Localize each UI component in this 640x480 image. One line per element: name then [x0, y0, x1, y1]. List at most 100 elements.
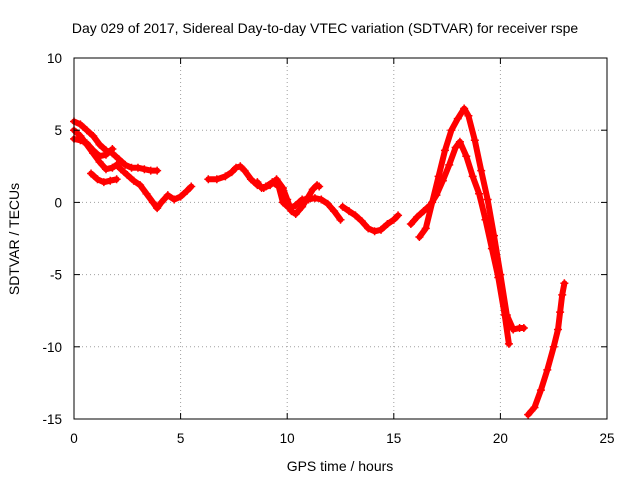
- y-tick-label: -5: [50, 268, 62, 283]
- data-point: [232, 163, 241, 172]
- data-point: [153, 204, 162, 213]
- data-point: [187, 182, 196, 191]
- data-point: [389, 215, 398, 224]
- data-point: [116, 165, 125, 174]
- x-tick-label: 0: [70, 431, 78, 446]
- x-tick-label: 20: [493, 431, 508, 446]
- data-point: [121, 160, 130, 169]
- data-point: [455, 137, 464, 146]
- data-point: [240, 166, 249, 175]
- data-point: [89, 131, 98, 140]
- plot-frame: [73, 57, 608, 420]
- data-point: [76, 120, 85, 129]
- y-tick-label: -15: [42, 412, 62, 427]
- data-point: [253, 178, 262, 187]
- data-point: [246, 175, 255, 184]
- data-point: [451, 143, 460, 152]
- data-point: [477, 166, 486, 175]
- data-point: [123, 170, 132, 179]
- data-point: [453, 114, 462, 123]
- data-point: [460, 104, 469, 113]
- data-point: [543, 365, 552, 374]
- data-point: [440, 146, 449, 155]
- data-point: [556, 308, 565, 317]
- data-point: [560, 279, 569, 288]
- data-point: [112, 160, 121, 169]
- series-segment: [339, 203, 402, 235]
- data-point: [310, 194, 319, 203]
- x-tick-labels: 0 5 10 15 20 25: [70, 431, 614, 446]
- data-point: [76, 136, 85, 145]
- data-point: [95, 152, 104, 161]
- data-point: [377, 225, 386, 234]
- data-point: [261, 182, 270, 191]
- data-point: [421, 224, 430, 233]
- data-point: [315, 182, 324, 191]
- data-point: [428, 198, 437, 207]
- data-point: [106, 176, 115, 185]
- data-point: [108, 163, 117, 172]
- tick-marks: [73, 57, 608, 420]
- data-point: [221, 172, 230, 181]
- data-point: [278, 198, 287, 207]
- data-point: [504, 339, 513, 348]
- data-point: [291, 209, 300, 218]
- data-point: [434, 172, 443, 181]
- y-tick-label: 0: [54, 195, 62, 210]
- data-point: [268, 178, 277, 187]
- data-point: [370, 227, 379, 236]
- data-point: [496, 270, 505, 279]
- data-point: [419, 207, 428, 216]
- data-point: [475, 189, 484, 198]
- data-point: [304, 195, 313, 204]
- data-point: [87, 169, 96, 178]
- data-point: [114, 155, 123, 164]
- data-point: [549, 342, 558, 351]
- data-point: [176, 192, 185, 201]
- x-tick-label: 15: [386, 431, 401, 446]
- x-axis-label: GPS time / hours: [287, 458, 394, 474]
- data-point: [285, 204, 294, 213]
- data-point: [406, 220, 415, 229]
- data-point: [236, 162, 245, 171]
- data-point: [212, 175, 221, 184]
- data-point: [153, 166, 162, 175]
- data-point: [89, 146, 98, 155]
- data-point: [291, 201, 300, 210]
- data-point: [163, 191, 172, 200]
- data-point: [93, 175, 102, 184]
- data-point: [82, 139, 91, 148]
- data-point: [133, 163, 142, 172]
- data-point: [338, 202, 347, 211]
- y-axis-label: SDTVAR / TECUs: [6, 183, 22, 295]
- data-point: [445, 160, 454, 169]
- data-point: [536, 386, 545, 395]
- data-point: [351, 211, 360, 220]
- data-point: [468, 172, 477, 181]
- data-point: [524, 410, 533, 419]
- data-point: [157, 198, 166, 207]
- data-point: [394, 211, 403, 220]
- data-point: [99, 178, 108, 187]
- data-point: [142, 189, 151, 198]
- data-point: [108, 144, 117, 153]
- data-point: [148, 198, 157, 207]
- grid: [74, 58, 607, 419]
- data-point: [470, 136, 479, 145]
- x-tick-label: 10: [280, 431, 295, 446]
- data-point: [364, 224, 373, 233]
- data-point: [490, 231, 499, 240]
- data-point: [129, 176, 138, 185]
- data-point: [204, 175, 213, 184]
- data-series: [70, 104, 569, 419]
- chart-title: Day 029 of 2017, Sidereal Day-to-day VTE…: [72, 20, 578, 36]
- data-point: [308, 185, 317, 194]
- data-point: [95, 140, 104, 149]
- data-point: [464, 111, 473, 120]
- data-point: [257, 183, 266, 192]
- data-point: [558, 290, 567, 299]
- data-point: [553, 325, 562, 334]
- data-point: [502, 311, 511, 320]
- data-point: [509, 325, 518, 334]
- data-point: [317, 195, 326, 204]
